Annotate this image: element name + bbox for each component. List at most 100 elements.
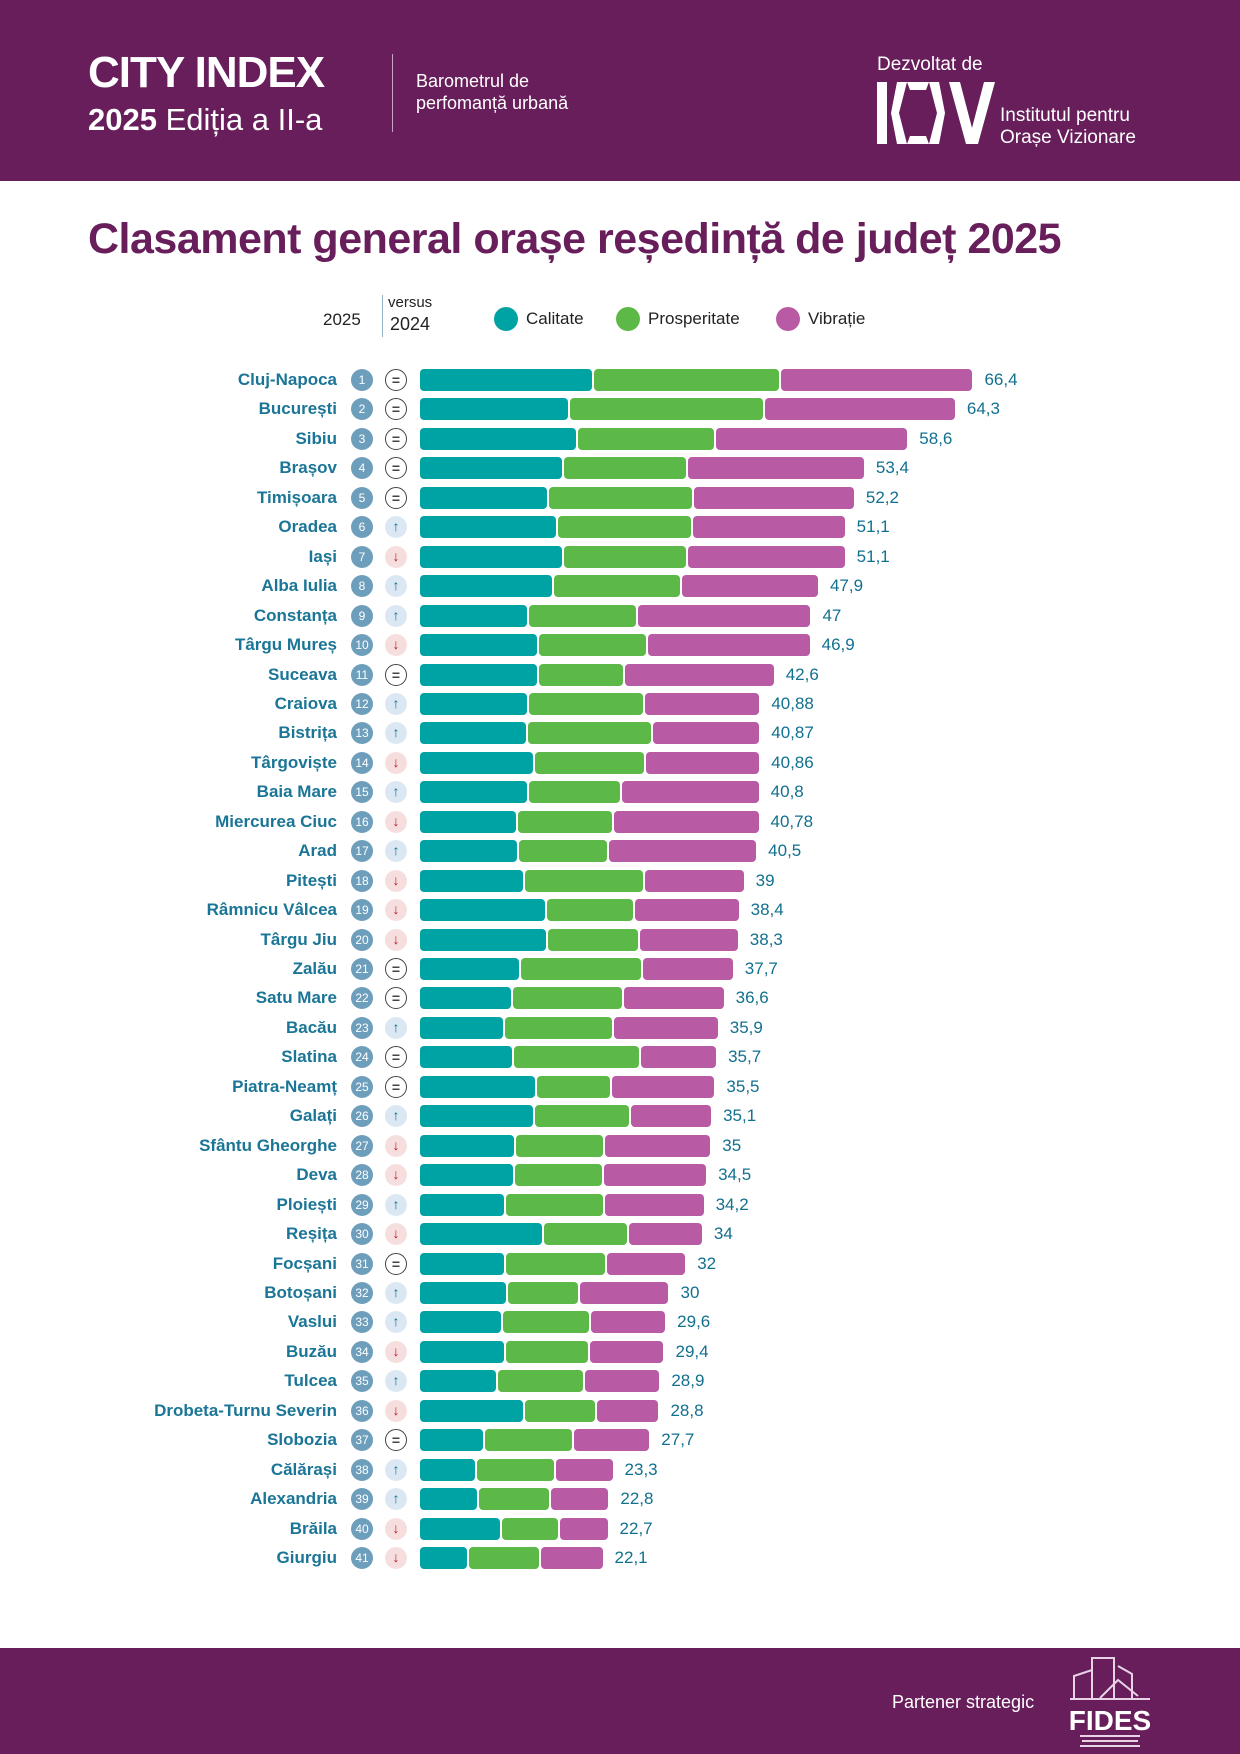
- bar-prosperitate: [535, 1105, 630, 1128]
- city-name: Reșița: [285, 1224, 337, 1244]
- rank-badge: 29: [351, 1193, 373, 1216]
- total-value: 40,86: [771, 752, 814, 772]
- bar-prosperitate: [564, 457, 687, 480]
- bar-vibratie: [551, 1488, 609, 1511]
- total-value: 38,4: [750, 900, 784, 920]
- total-value: 35,5: [726, 1076, 760, 1096]
- bar-vibratie: [608, 840, 757, 863]
- chart-row: Suceava 11 = 42,6: [0, 662, 1240, 688]
- chart-row: Alexandria 39 ↑ 22,8: [0, 1486, 1240, 1512]
- bar-prosperitate: [570, 398, 763, 421]
- chart-row: Oradea 6 ↑ 51,1: [0, 514, 1240, 540]
- rank-badge: 30: [351, 1223, 373, 1246]
- trend-up-icon: ↑: [385, 516, 407, 539]
- total-value: 51,1: [856, 546, 890, 566]
- bar-prosperitate: [469, 1547, 540, 1569]
- bar-prosperitate: [557, 516, 692, 539]
- total-value: 64,3: [966, 399, 1000, 419]
- city-name: Sibiu: [295, 428, 337, 448]
- bar-prosperitate: [479, 1488, 550, 1511]
- rank-badge: 31: [351, 1252, 373, 1275]
- rank-badge: 10: [351, 634, 373, 657]
- bar-vibratie: [624, 663, 774, 686]
- rank-badge: 22: [351, 987, 373, 1010]
- chart-row: Baia Mare 15 ↑ 40,8: [0, 779, 1240, 805]
- trend-down-icon: ↓: [385, 1547, 407, 1569]
- rank-badge: 35: [351, 1370, 373, 1393]
- bar-vibratie: [605, 1134, 711, 1157]
- city-name: Râmnicu Vâlcea: [206, 900, 337, 920]
- total-value: 27,7: [661, 1430, 695, 1450]
- bar-prosperitate: [516, 1134, 604, 1157]
- bar-vibratie: [716, 427, 908, 450]
- city-name: Slobozia: [267, 1430, 337, 1450]
- rank-badge: 2: [351, 398, 373, 421]
- bar-prosperitate: [538, 634, 646, 657]
- trend-down-icon: ↓: [385, 1399, 407, 1422]
- rank-badge: 6: [351, 516, 373, 539]
- trend-up-icon: ↑: [385, 575, 407, 598]
- city-name: Focșani: [272, 1253, 337, 1273]
- city-name: Oradea: [278, 517, 337, 537]
- bar-vibratie: [635, 899, 739, 922]
- bar-calitate: [420, 1429, 484, 1452]
- bar-vibratie: [652, 722, 760, 745]
- chart-row: Ploiești 29 ↑ 34,2: [0, 1192, 1240, 1218]
- rank-badge: 25: [351, 1075, 373, 1098]
- bar-calitate: [420, 1458, 475, 1481]
- trend-eq-icon: =: [385, 1252, 407, 1275]
- bar-calitate: [420, 840, 518, 863]
- rank-badge: 7: [351, 545, 373, 568]
- city-name: Slatina: [281, 1047, 337, 1067]
- bar-prosperitate: [506, 1193, 603, 1216]
- rank-badge: 32: [351, 1281, 373, 1304]
- rank-badge: 40: [351, 1517, 373, 1540]
- chart-row: Timișoara 5 = 52,2: [0, 485, 1240, 511]
- chart-row: Târgoviște 14 ↓ 40,86: [0, 750, 1240, 776]
- city-name: Galați: [289, 1106, 337, 1126]
- bar-vibratie: [597, 1399, 659, 1422]
- bar-prosperitate: [577, 427, 715, 450]
- legend-divider: [382, 295, 383, 337]
- rank-badge: 17: [351, 840, 373, 863]
- total-value: 40,88: [771, 693, 814, 713]
- city-name: Drobeta-Turnu Severin: [154, 1400, 337, 1420]
- rank-badge: 5: [351, 486, 373, 509]
- bar-prosperitate: [554, 575, 681, 598]
- chart-row: Brașov 4 = 53,4: [0, 455, 1240, 481]
- city-name: Satu Mare: [255, 988, 337, 1008]
- bar-vibratie: [603, 1164, 707, 1187]
- rank-badge: 38: [351, 1458, 373, 1481]
- chart-row: Vaslui 33 ↑ 29,6: [0, 1309, 1240, 1335]
- legend-dot-vibratie: [776, 307, 800, 331]
- trend-up-icon: ↑: [385, 604, 407, 627]
- legend-item-calitate: Calitate: [494, 307, 584, 331]
- total-value: 34,5: [718, 1165, 752, 1185]
- chart-row: Satu Mare 22 = 36,6: [0, 985, 1240, 1011]
- total-value: 34,2: [715, 1194, 749, 1214]
- trend-up-icon: ↑: [385, 1370, 407, 1393]
- trend-eq-icon: =: [385, 1046, 407, 1069]
- city-name: Arad: [298, 841, 337, 861]
- bar-prosperitate: [544, 1223, 627, 1246]
- bar-prosperitate: [521, 958, 641, 980]
- bar-vibratie: [764, 398, 955, 421]
- total-value: 35,9: [729, 1017, 763, 1037]
- trend-down-icon: ↓: [385, 1223, 407, 1246]
- rank-badge: 23: [351, 1016, 373, 1039]
- city-name: Bistrița: [278, 723, 337, 743]
- trend-down-icon: ↓: [385, 1164, 407, 1187]
- bar-calitate: [420, 398, 569, 421]
- city-name: Alba Iulia: [261, 576, 337, 596]
- rank-badge: 9: [351, 604, 373, 627]
- legend-label: Prosperitate: [648, 309, 740, 328]
- bar-calitate: [420, 1370, 496, 1393]
- rank-badge: 12: [351, 692, 373, 715]
- bar-calitate: [420, 1311, 501, 1334]
- rank-badge: 14: [351, 751, 373, 774]
- chart-row: Constanța 9 ↑ 47: [0, 603, 1240, 629]
- trend-down-icon: ↓: [385, 545, 407, 568]
- city-name: Giurgiu: [276, 1548, 337, 1567]
- rank-badge: 4: [351, 457, 373, 480]
- city-name: Deva: [296, 1165, 337, 1185]
